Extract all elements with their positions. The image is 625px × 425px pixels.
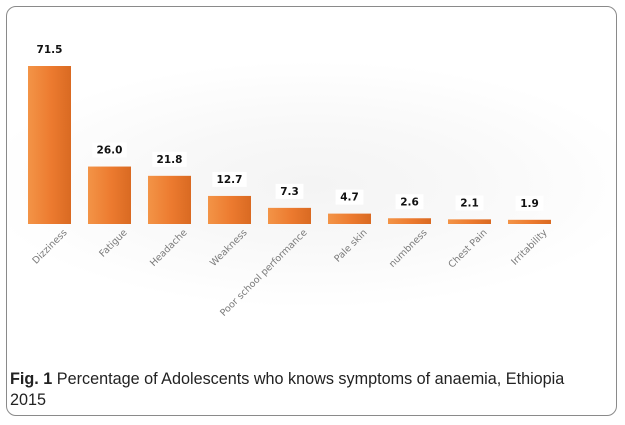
figure-caption-text: Percentage of Adolescents who knows symp…: [10, 370, 565, 409]
bar-irritability: [508, 219, 551, 224]
bar-chest-pain: [448, 219, 491, 224]
value-label-box-numbness: [395, 194, 424, 210]
category-label-chest-pain: Chest Pain: [446, 227, 489, 270]
value-label-box-dizziness: [32, 42, 67, 57]
bar-dizziness: [28, 66, 71, 224]
bars-layer: [28, 66, 551, 224]
value-label-box-pale-skin: [335, 189, 364, 205]
value-label-irritability: 1.9: [520, 198, 539, 210]
value-label-box-weakness: [212, 171, 247, 187]
value-label-box-headache: [152, 151, 187, 167]
figure-frame: [6, 6, 617, 416]
figure-caption: Fig. 1 Percentage of Adolescents who kno…: [10, 369, 600, 411]
bar-poor-school-performance: [268, 207, 311, 224]
value-label-weakness: 12.7: [217, 174, 243, 186]
value-label-numbness: 2.6: [400, 196, 419, 208]
figure-number: Fig. 1: [10, 370, 53, 388]
bar-numbness: [388, 218, 431, 224]
category-label-numbness: numbness: [387, 227, 430, 270]
category-label-headache: Headache: [148, 227, 190, 269]
value-label-box-poor-school-performance: [275, 183, 304, 199]
value-label-pale-skin: 4.7: [340, 192, 359, 204]
value-label-poor-school-performance: 7.3: [280, 186, 299, 198]
value-label-box-fatigue: [92, 142, 127, 158]
bar-fatigue: [88, 166, 131, 224]
bar-chart: 71.5 Dizziness 26.0 Fatigue 21.8 Headache 12.7…: [28, 42, 551, 319]
bar-pale-skin: [328, 213, 371, 224]
value-label-box-irritability: [515, 195, 544, 211]
value-label-fatigue: 26.0: [97, 145, 123, 157]
value-label-box-chest-pain: [455, 195, 484, 211]
category-label-pale-skin: Pale skin: [332, 227, 369, 264]
category-label-irritability: Irritability: [509, 227, 550, 268]
bar-headache: [148, 175, 191, 224]
value-label-headache: 21.8: [157, 154, 183, 166]
value-label-dizziness: 71.5: [37, 44, 63, 56]
value-label-chest-pain: 2.1: [460, 197, 479, 209]
bar-weakness: [208, 195, 251, 224]
category-label-dizziness: Dizziness: [30, 227, 69, 266]
category-label-weakness: Weakness: [208, 227, 250, 269]
category-label-fatigue: Fatigue: [97, 227, 129, 259]
